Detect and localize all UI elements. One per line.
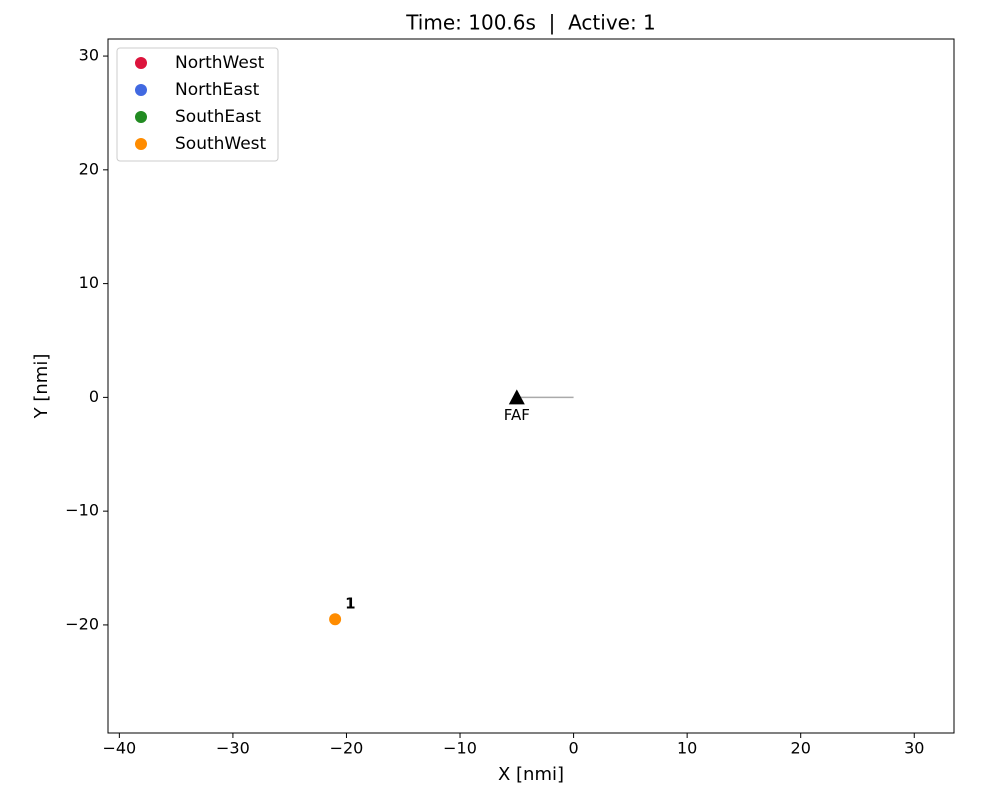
legend-label: NorthEast xyxy=(175,80,260,100)
legend-label: SouthEast xyxy=(175,107,261,127)
plot-frame xyxy=(107,38,955,734)
chart-title: Time: 100.6s | Active: 1 xyxy=(405,11,656,35)
faf-label: FAF xyxy=(504,406,530,424)
x-tick-label: 0 xyxy=(568,739,578,758)
y-tick-label: 30 xyxy=(79,46,99,65)
legend-label: SouthWest xyxy=(175,134,267,154)
x-tick-label: −10 xyxy=(443,739,477,758)
y-tick-label: −20 xyxy=(65,614,99,633)
legend-label: NorthWest xyxy=(175,53,265,73)
y-tick-label: 20 xyxy=(79,159,99,178)
x-tick-label: 20 xyxy=(791,739,811,758)
aircraft-label: 1 xyxy=(345,595,355,613)
y-tick-label: 10 xyxy=(79,273,99,292)
legend-marker xyxy=(135,111,147,123)
legend-marker xyxy=(135,138,147,150)
x-tick-label: −40 xyxy=(102,739,136,758)
faf-marker xyxy=(508,389,525,405)
y-tick-label: −10 xyxy=(65,501,99,520)
y-axis-label: Y [nmi] xyxy=(31,354,52,420)
aircraft-point xyxy=(329,613,342,626)
x-axis-label: X [nmi] xyxy=(498,764,564,785)
x-tick-label: 30 xyxy=(904,739,924,758)
x-tick-label: 10 xyxy=(677,739,697,758)
y-tick-label: 0 xyxy=(89,387,99,406)
x-tick-label: −20 xyxy=(330,739,364,758)
x-tick-label: −30 xyxy=(216,739,250,758)
legend-marker xyxy=(135,84,147,96)
legend-marker xyxy=(135,57,147,69)
legend-box xyxy=(116,47,279,162)
